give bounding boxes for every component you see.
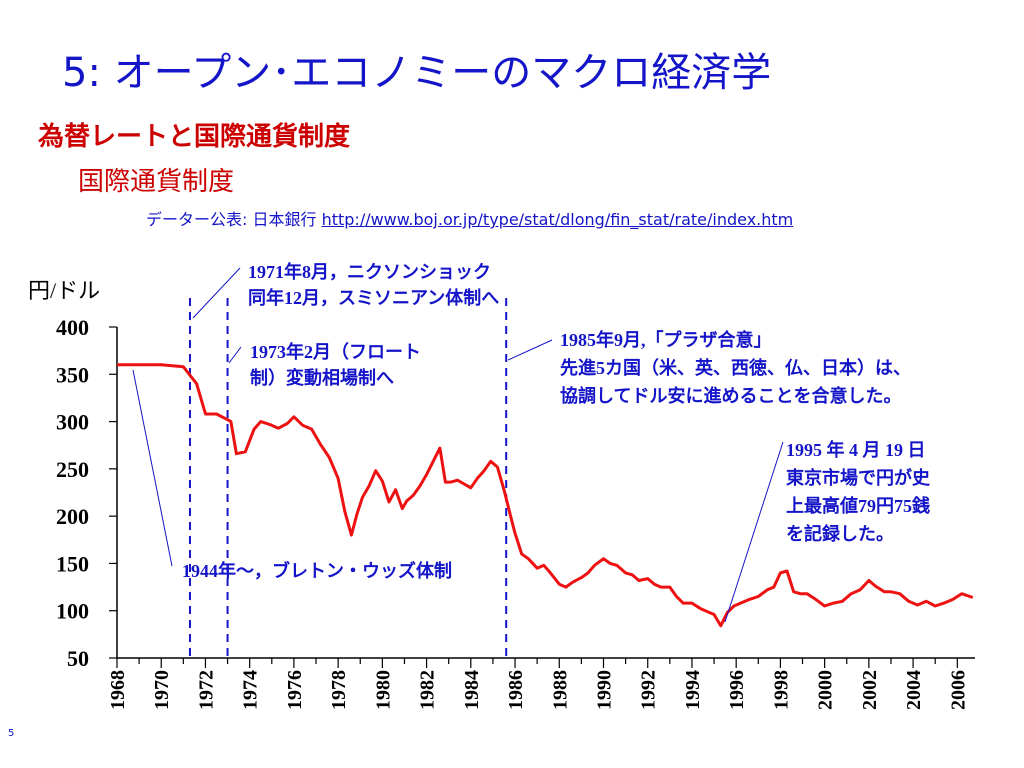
x-tick-label: 1980 — [372, 670, 394, 710]
x-tick-label: 1986 — [505, 670, 527, 710]
x-tick-label: 1990 — [593, 670, 615, 710]
annotation-leader — [192, 267, 241, 319]
series-layer — [117, 363, 974, 628]
annotation-text: 1971年8月，ニクソンショック — [248, 261, 491, 282]
x-tick-label: 1970 — [151, 670, 173, 710]
y-tick-label: 300 — [56, 410, 89, 435]
y-axis-label: 円/ドル — [28, 278, 100, 303]
x-tick-label: 2000 — [815, 670, 837, 710]
x-tick-label: 1992 — [638, 670, 660, 710]
annotation-text: 1995 年 4 月 19 日 — [786, 439, 926, 460]
annotation-leader — [507, 339, 553, 361]
x-tick-label: 2002 — [859, 670, 881, 710]
x-tick-label: 1998 — [770, 670, 792, 710]
x-tick-label: 1996 — [726, 670, 748, 710]
annotation-leader — [132, 369, 173, 567]
x-tick-label: 1988 — [549, 670, 571, 710]
section-title: 為替レートと国際通貨制度 — [38, 122, 351, 152]
x-tick-label: 1972 — [195, 670, 217, 710]
x-tick-label: 1968 — [107, 670, 129, 710]
x-tick-label: 2006 — [947, 670, 969, 710]
page-number: 5 — [8, 728, 15, 739]
annotation-text: 上最高値79円75銭 — [786, 495, 930, 516]
source-prefix: データー公表: 日本銀行 — [146, 210, 322, 229]
x-tick-label: 1978 — [328, 670, 350, 710]
x-tick-label: 1976 — [284, 670, 306, 710]
x-tick-label: 1974 — [240, 670, 262, 710]
x-tick-label: 1984 — [461, 670, 483, 710]
annotation-text: 1973年2月（フロート — [250, 341, 421, 362]
annotation-text: 東京市場で円が史 — [786, 467, 931, 488]
series-line — [117, 363, 974, 628]
source-line: データー公表: 日本銀行 http://www.boj.or.jp/type/s… — [146, 206, 793, 230]
y-tick-label: 350 — [56, 362, 89, 387]
annotation-text: 制）変動相場制へ — [250, 367, 394, 388]
x-tick-label: 1994 — [682, 670, 704, 710]
y-tick-label: 250 — [56, 457, 89, 482]
y-tick-label: 400 — [56, 315, 89, 340]
annotation-text: 1985年9月,「プラザ合意」 — [560, 329, 772, 350]
regime-lines — [188, 298, 508, 658]
y-tick-label: 150 — [56, 551, 89, 576]
x-tick-label: 2004 — [903, 670, 925, 710]
chart-axes: 400 350 300 250 200 150 100 50 円/ドル 1968 1970 1972 1… — [28, 278, 975, 710]
annotation-text: 同年12月，スミソニアン体制へ — [248, 287, 499, 308]
y-tick-label: 50 — [67, 646, 89, 671]
annotation-text: 1944年～，ブレトン・ウッズ体制 — [182, 560, 452, 581]
y-tick-label: 100 — [56, 599, 89, 624]
annotation-leader — [724, 441, 784, 623]
annotation-text: を記録した。 — [786, 523, 894, 544]
annotation-text: 協調してドル安に進めることを合意した。 — [560, 385, 901, 406]
annotation-text: 先進5カ国（米、英、西徳、仏、日本）は、 — [560, 357, 911, 378]
x-tick-label: 1982 — [417, 670, 439, 710]
subsection-title: 国際通貨制度 — [78, 167, 235, 197]
slide-title: 5: オープン･エコノミーのマクロ経済学 — [62, 50, 772, 96]
annotation-leader — [228, 346, 242, 364]
y-tick-label: 200 — [56, 504, 89, 529]
source-link[interactable]: http://www.boj.or.jp/type/stat/dlong/fin… — [321, 210, 794, 229]
